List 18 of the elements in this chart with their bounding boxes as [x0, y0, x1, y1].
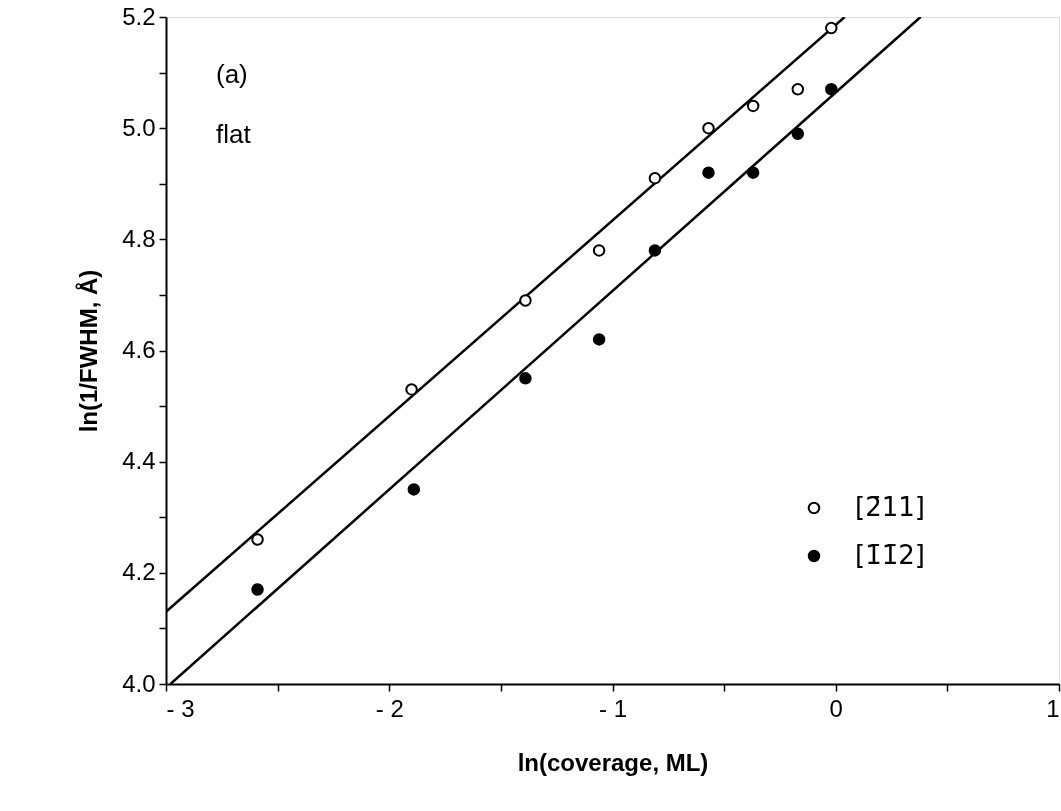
x-tick-label: - 3 [166, 694, 195, 722]
annotation: flat [216, 119, 252, 149]
y-tick-label: 5.0 [122, 113, 156, 141]
x-tick-label: - 1 [598, 694, 628, 722]
y-tick-label: 4.2 [122, 558, 156, 586]
y-tick-label: 4.8 [122, 224, 156, 252]
y-tick-label: 5.2 [122, 2, 156, 30]
x-tick-label: 1 [1046, 694, 1060, 722]
annotation: (a) [216, 59, 248, 89]
y-axis-title: ln(1/FWHM, Å) [75, 269, 103, 433]
x-axis-title: ln(coverage, ML) [517, 748, 709, 776]
x-tick-label: - 2 [375, 694, 404, 722]
legend-label: [1̄1̄2] [855, 540, 925, 570]
y-tick-label: 4.0 [122, 669, 156, 697]
y-tick-label: 4.6 [122, 336, 156, 363]
y-tick-label: 4.4 [122, 447, 156, 475]
legend-label: [2̄11] [855, 492, 925, 522]
x-tick-label: 0 [829, 694, 843, 722]
